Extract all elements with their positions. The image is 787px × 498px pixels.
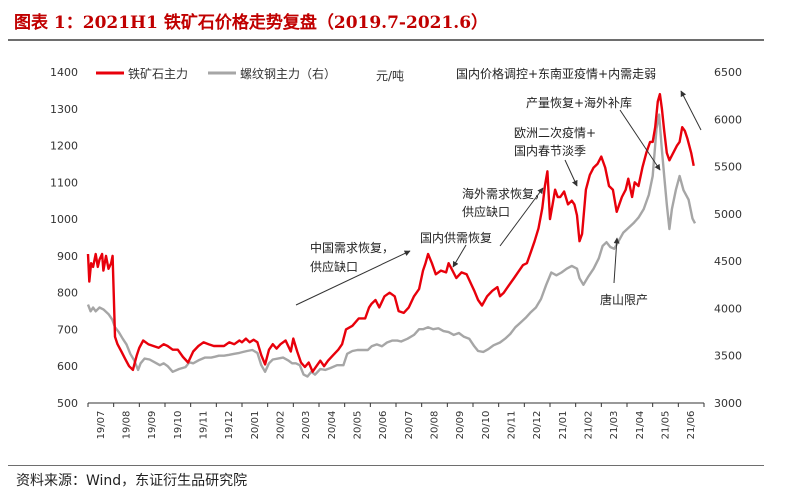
annotation-overseas-demand-1: 海外需求恢复， (462, 186, 546, 201)
arrow-china-demand (295, 250, 411, 306)
x-tick-label: 19/08 (122, 411, 133, 440)
left-tick-label: 1400 (50, 66, 78, 79)
x-tick-label: 20/12 (532, 411, 543, 440)
annotation-price-control: 国内价格调控+东南亚疫情+内需走弱 (456, 66, 656, 81)
footer-divider (8, 465, 764, 466)
title-divider (8, 39, 764, 41)
x-tick-label: 20/02 (276, 411, 287, 440)
annotation-europe-covid-1: 欧洲二次疫情+ (514, 125, 596, 140)
arrow-domestic-recovery (452, 244, 467, 268)
right-tick-label: 6000 (714, 113, 742, 126)
annotation-output-recovery: 产量恢复+海外补库 (526, 95, 632, 110)
legend-rebar-label: 螺纹钢主力（右） (240, 66, 336, 81)
left-tick-label: 600 (57, 360, 78, 373)
right-tick-label: 3000 (714, 397, 742, 410)
right-tick-label: 5000 (714, 208, 742, 221)
x-tick-label: 20/06 (378, 411, 389, 440)
left-tick-label: 1100 (50, 176, 78, 189)
page-title: 图表 1：2021H1 铁矿石价格走势复盘（2019.7-2021.6） (14, 13, 489, 33)
x-tick-label: 20/01 (250, 411, 261, 440)
x-tick-label: 21/01 (558, 411, 569, 440)
arrow-tangshan-limit (613, 237, 620, 284)
arrow-europe-covid (564, 159, 578, 187)
arrow-overseas-demand (499, 187, 544, 247)
left-tick-label: 1200 (50, 140, 78, 153)
left-tick-label: 1300 (50, 103, 78, 116)
annotation-china-demand-2: 供应缺口 (310, 259, 358, 274)
right-tick-label: 4500 (714, 255, 742, 268)
iron-ore-series-line (86, 92, 695, 373)
left-tick-label: 500 (57, 397, 78, 410)
left-tick-label: 1000 (50, 213, 78, 226)
legend: 铁矿石主力 螺纹钢主力（右） (96, 66, 336, 81)
annotation-china-demand-1: 中国需求恢复， (310, 240, 394, 255)
right-tick-label: 5500 (714, 161, 742, 174)
legend-iron-ore-label: 铁矿石主力 (128, 67, 188, 81)
x-tick-label: 20/03 (301, 411, 312, 440)
x-tick-label: 21/05 (661, 411, 672, 440)
x-tick-label: 19/10 (173, 411, 184, 440)
right-tick-label: 4000 (714, 302, 742, 315)
annotation-europe-covid-2: 国内春节淡季 (514, 144, 586, 158)
x-tick-label: 19/12 (224, 411, 235, 440)
x-tick-label: 19/11 (199, 411, 210, 440)
arrow-output-recovery (619, 109, 661, 171)
x-tick-label: 19/07 (96, 411, 107, 440)
annotation-tangshan-limit: 唐山限产 (600, 292, 648, 307)
left-tick-label: 900 (57, 250, 78, 263)
x-tick-label: 20/09 (455, 411, 466, 440)
right-tick-label: 6500 (714, 66, 742, 79)
annotation-domestic-recovery: 国内供需恢复 (420, 231, 492, 245)
annotations: 中国需求恢复， 供应缺口 国内供需恢复 海外需求恢复， 供应缺口 欧洲二次疫情+… (295, 66, 702, 307)
x-tick-label: 21/02 (584, 411, 595, 440)
right-axis: 3000 3500 4000 4500 5000 5500 6000 6500 (714, 66, 742, 410)
arrow-price-control (680, 90, 702, 131)
left-axis: 500 600 700 800 900 1000 1100 1200 1300 1400 (50, 66, 78, 410)
x-tick-label: 21/06 (686, 411, 697, 440)
left-tick-label: 700 (57, 323, 78, 336)
x-tick-label: 20/11 (507, 411, 518, 440)
x-tick-label: 20/08 (430, 411, 441, 440)
x-tick-label: 21/04 (635, 411, 646, 440)
unit-label: 元/吨 (376, 69, 404, 83)
x-tick-label: 20/05 (353, 411, 364, 440)
annotation-overseas-demand-2: 供应缺口 (462, 204, 510, 219)
x-axis: 19/07 19/08 19/09 19/10 19/11 19/12 20/01 20/02… (87, 402, 705, 440)
x-tick-label: 20/10 (481, 411, 492, 440)
rebar-series-line (86, 113, 697, 378)
right-tick-label: 3500 (714, 350, 742, 363)
x-tick-label: 21/03 (609, 411, 620, 440)
x-tick-label: 19/09 (147, 411, 158, 440)
x-tick-label: 20/04 (327, 411, 338, 440)
x-tick-label: 20/07 (404, 411, 415, 440)
left-tick-label: 800 (57, 287, 78, 300)
source-note: 资料来源：Wind，东证衍生品研究院 (16, 473, 248, 489)
